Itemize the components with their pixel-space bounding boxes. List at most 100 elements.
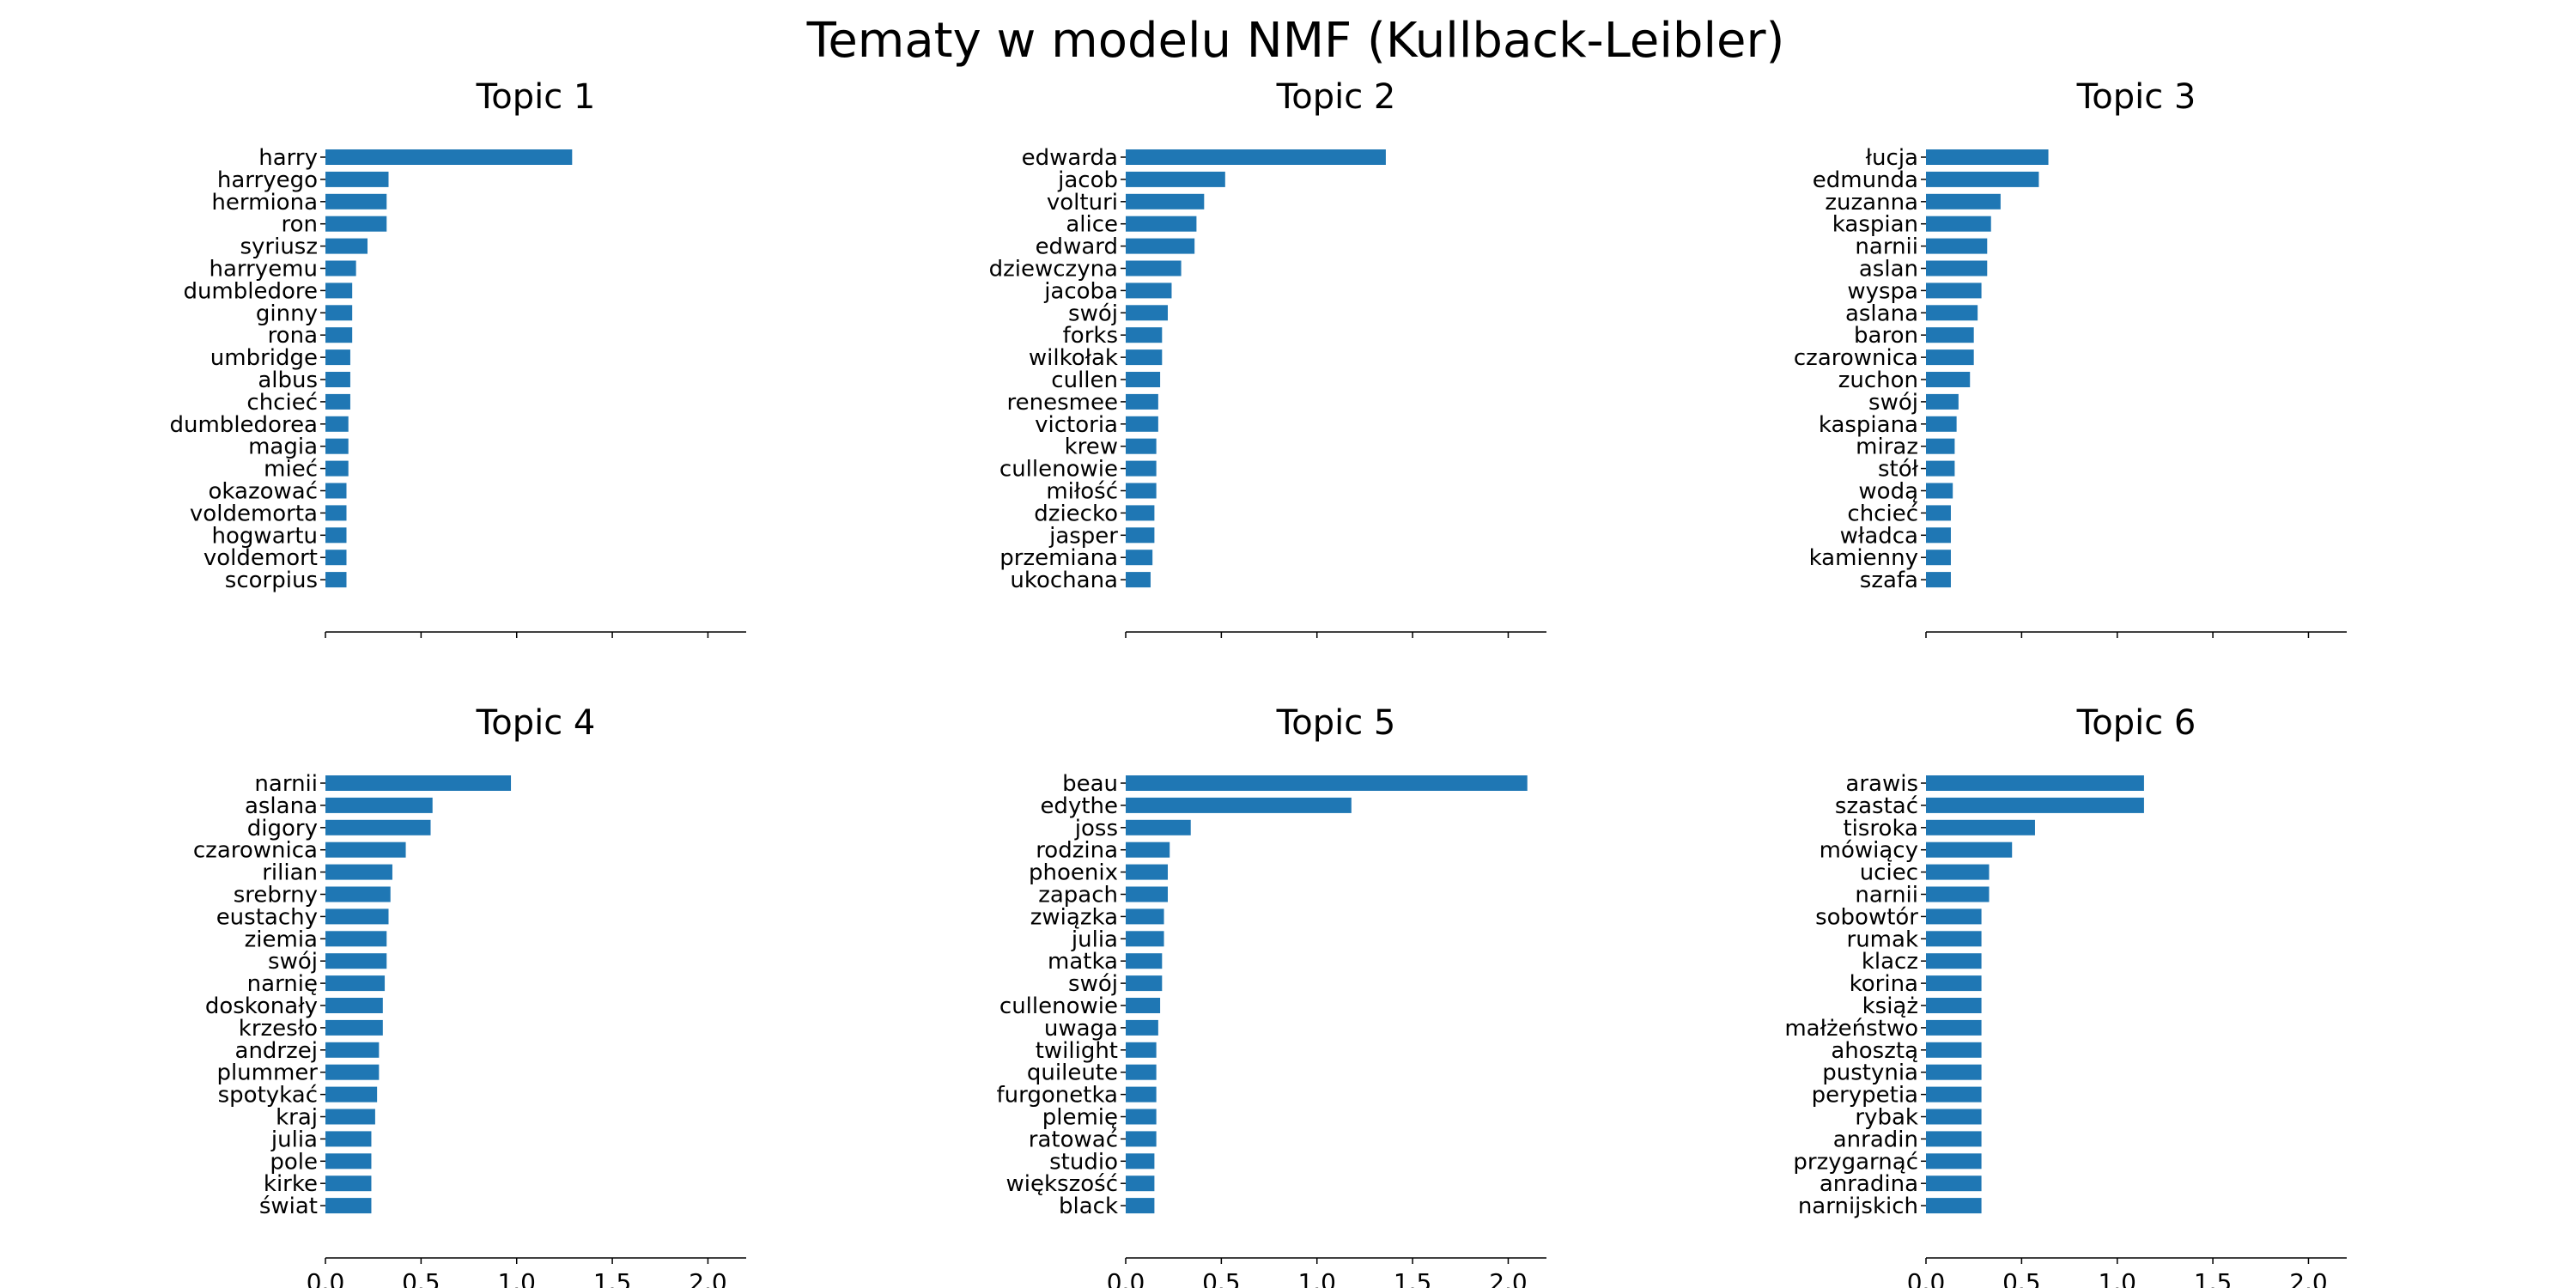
x-tick-label: 1.5 (1394, 1268, 1432, 1288)
y-tick-label: furgonetka (997, 1083, 1118, 1109)
y-tick-label: narnii (1855, 883, 1918, 908)
x-tick-label: 2.0 (689, 1268, 727, 1288)
bar (1926, 327, 1974, 343)
bar (1126, 975, 1163, 992)
y-tick-label: klacz (1862, 949, 1918, 975)
bar (1926, 1176, 1982, 1192)
bar (1926, 797, 2144, 813)
y-tick-label: swój (1068, 971, 1118, 997)
y-tick-label: aslana (245, 793, 318, 819)
y-tick-label: jacob (1057, 167, 1118, 193)
y-tick-label: kraj (276, 1105, 318, 1131)
bar (325, 1176, 372, 1192)
x-tick-label: 0.0 (307, 1268, 345, 1288)
y-tick-label: mieć (264, 457, 318, 483)
y-tick-label: andrzej (235, 1038, 318, 1064)
y-tick-label: korina (1850, 971, 1918, 997)
bar (1126, 393, 1158, 410)
y-tick-label: harry (258, 145, 318, 171)
y-tick-label: ukochana (1010, 568, 1118, 593)
x-tick-label: 1.0 (2098, 1268, 2136, 1288)
bar (1926, 1131, 1982, 1147)
bar (1126, 953, 1163, 969)
y-tick-label: hermiona (211, 190, 318, 216)
y-tick-label: chcieć (1847, 501, 1918, 526)
x-tick-label: 1.5 (593, 1268, 632, 1288)
y-tick-label: swój (1868, 390, 1918, 416)
bar (1926, 1064, 1982, 1080)
y-tick-label: black (1059, 1194, 1118, 1219)
bar (1126, 460, 1157, 477)
bar (325, 998, 383, 1013)
y-tick-label: narnii (254, 771, 318, 797)
subplot-title: Topic 6 (2076, 703, 2196, 743)
y-tick-label: łucja (1866, 145, 1918, 171)
y-tick-label: forks (1063, 323, 1118, 349)
bar (325, 572, 347, 588)
y-tick-label: anradina (1820, 1171, 1918, 1197)
bar (1926, 1153, 1982, 1170)
x-tick-label: 1.0 (497, 1268, 536, 1288)
bar (1926, 216, 1991, 232)
bar (1126, 283, 1172, 299)
bar (1926, 283, 1982, 299)
x-tick-label: 0.5 (2002, 1268, 2041, 1288)
y-tick-label: volturi (1047, 190, 1118, 216)
y-tick-label: mówiący (1820, 838, 1918, 864)
y-tick-label: cullenowie (999, 993, 1118, 1019)
y-tick-label: rumak (1847, 927, 1918, 952)
bar (325, 953, 387, 969)
bar (1126, 841, 1170, 858)
bar (1926, 975, 1982, 992)
bar (1926, 886, 1990, 902)
bar (325, 393, 350, 410)
y-tick-label: studio (1049, 1149, 1118, 1175)
bar (1126, 372, 1161, 387)
y-tick-label: magia (248, 434, 318, 460)
bar (1926, 393, 1959, 410)
bar (325, 238, 368, 254)
y-tick-label: edythe (1040, 793, 1118, 819)
bar (325, 483, 347, 499)
y-tick-label: czarownica (1794, 345, 1918, 371)
y-tick-label: swój (268, 949, 318, 975)
bar (325, 550, 347, 566)
bar (1126, 775, 1528, 791)
y-tick-label: jasper (1048, 523, 1118, 549)
bar (1926, 149, 2049, 165)
y-tick-label: kaspiana (1819, 412, 1918, 438)
bar (325, 349, 350, 366)
y-tick-label: szafa (1860, 568, 1918, 593)
y-tick-label: spotykać (218, 1083, 318, 1109)
y-tick-label: rilian (262, 860, 318, 886)
y-tick-label: voldemorta (190, 501, 318, 526)
bar (325, 864, 392, 880)
y-tick-label: zuzanna (1825, 190, 1918, 216)
topic-subplot-5: Topic 5 beauedythejossrodzinaphoenixzapac… (997, 703, 1546, 1288)
bar (1126, 216, 1197, 232)
y-tick-label: uwaga (1044, 1016, 1118, 1042)
y-tick-label: arawis (1845, 771, 1918, 797)
y-tick-label: dumbledorea (170, 412, 319, 438)
y-tick-label: rodzina (1036, 838, 1118, 864)
y-tick-label: okazować (209, 479, 319, 505)
y-tick-label: perypetia (1812, 1083, 1918, 1109)
y-tick-label: wyspa (1847, 278, 1918, 304)
y-tick-label: edward (1036, 234, 1118, 260)
y-tick-label: aslan (1859, 257, 1918, 283)
bar (1926, 864, 1990, 880)
bar (1126, 238, 1195, 254)
bar (1926, 505, 1951, 521)
y-tick-label: twilight (1036, 1038, 1118, 1064)
bar (1126, 349, 1163, 366)
bar (1126, 1198, 1155, 1214)
y-tick-label: victoria (1035, 412, 1118, 438)
y-tick-label: przygarnąć (1793, 1149, 1918, 1175)
y-tick-label: srebrny (234, 883, 318, 908)
y-tick-label: pole (270, 1149, 318, 1175)
y-tick-label: cullenowie (999, 457, 1118, 483)
y-tick-label: narnijskich (1798, 1194, 1918, 1219)
y-tick-label: dziecko (1034, 501, 1118, 526)
x-tick-label: 1.5 (2194, 1268, 2233, 1288)
bar (1926, 349, 1974, 366)
